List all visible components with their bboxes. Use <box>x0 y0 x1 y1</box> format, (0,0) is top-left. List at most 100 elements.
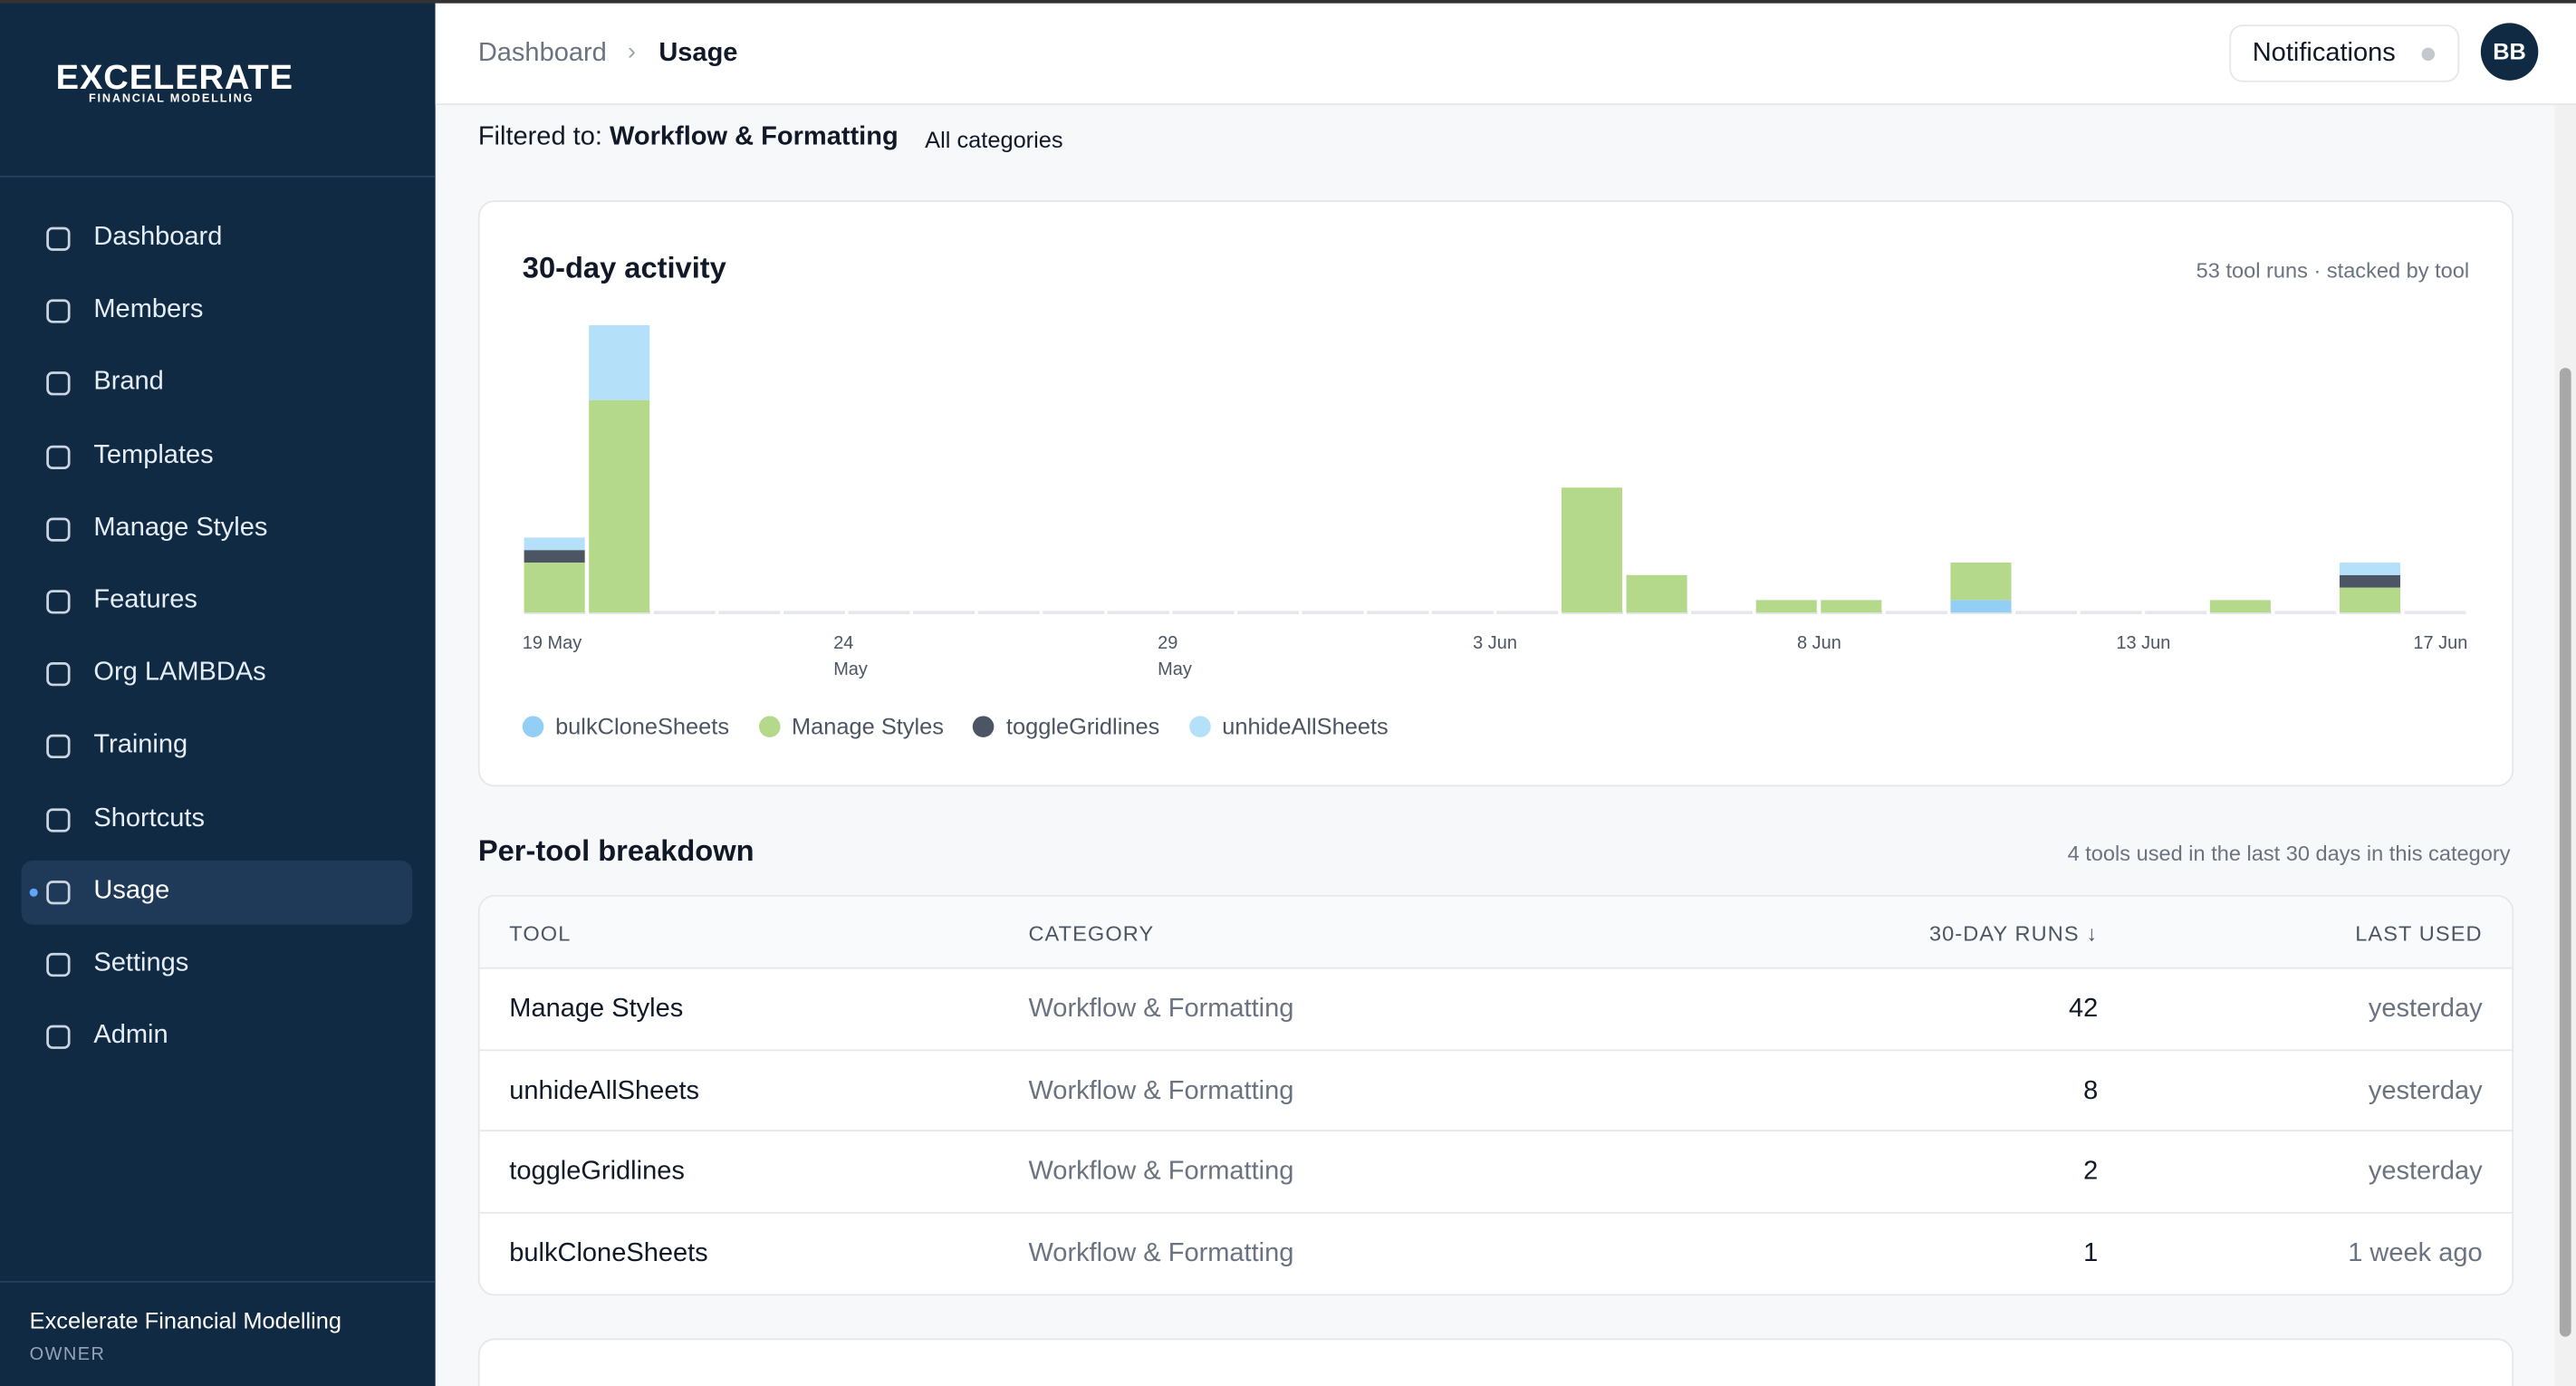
table-row: unhideAllSheets Workflow & Formatting 8 yes… <box>479 1048 2513 1131</box>
table-cell: yesterday <box>2368 1158 2483 1187</box>
column-header[interactable]: 30-DAY RUNS ↓ <box>1928 920 2099 947</box>
legend-item: Manage Styles <box>758 713 944 739</box>
icon-shape <box>46 880 71 905</box>
bar-segment <box>589 324 650 400</box>
nav-item[interactable]: Usage <box>21 860 413 925</box>
table-title: Per-tool breakdown <box>477 833 755 868</box>
table-cell: 1 <box>2083 1239 2099 1268</box>
nav-icon <box>46 662 71 687</box>
filter-label: Filtered to: <box>477 122 602 151</box>
nav-icon <box>46 952 71 977</box>
nav-icon <box>46 517 71 542</box>
nav-item[interactable]: Training <box>22 715 413 779</box>
nav-item[interactable]: Templates <box>22 425 413 489</box>
chart-subtitle: 53 tool runs · stacked by tool <box>2196 257 2470 283</box>
nav-icon <box>46 807 71 832</box>
nav-item[interactable]: Members <box>22 280 413 344</box>
legend-label: toggleGridlines <box>1005 712 1160 739</box>
nav-icon <box>46 1025 71 1050</box>
nav-icon <box>46 880 71 905</box>
nav-label: Training <box>93 731 188 760</box>
icon-shape <box>46 662 71 687</box>
bar-segment <box>524 537 585 551</box>
all-categories-link[interactable]: All categories <box>925 126 1063 153</box>
legend-item: bulkCloneSheets <box>522 712 730 739</box>
nav-icon <box>46 735 71 759</box>
table-row: bulkCloneSheets Workflow & Formatting 1 1 w… <box>479 1212 2513 1294</box>
icon-shape <box>46 226 71 251</box>
nav-label: Org LAMBDAs <box>93 659 266 688</box>
nav-item[interactable]: Admin <box>22 1006 413 1070</box>
nav-label: Dashboard <box>93 223 223 252</box>
table-header <box>479 896 2513 967</box>
nav-icon <box>46 590 71 614</box>
nav-icon <box>46 299 71 324</box>
icon-shape <box>46 807 71 832</box>
table: TOOL CATEGORY 30-DAY RUNS ↓ LAST USED Manage… <box>477 894 2514 1296</box>
nav-item[interactable]: Shortcuts <box>22 787 413 852</box>
icon-shape <box>46 590 71 614</box>
table-subtitle: 4 tools used in the last 30 days in this… <box>2067 841 2511 866</box>
scrollbar-thumb[interactable] <box>2559 368 2571 1337</box>
table-row: toggleGridlines Workflow & Formatting 2 yes… <box>479 1130 2513 1213</box>
scrollbar[interactable] <box>2554 105 2576 1386</box>
bar-segment <box>1821 600 1882 613</box>
icon-shape <box>46 299 71 324</box>
divider <box>0 175 436 178</box>
notifications-button[interactable]: Notifications <box>2229 24 2460 82</box>
bar-segment <box>1755 600 1817 613</box>
breadcrumb-current: Usage <box>658 39 738 68</box>
table-cell: yesterday <box>2368 1076 2483 1105</box>
avatar[interactable]: BB <box>2480 23 2539 81</box>
nav-item[interactable]: Features <box>22 570 413 634</box>
table-cell: bulkCloneSheets <box>509 1239 708 1268</box>
legend: bulkCloneSheets Manage Styles toggleGridli… <box>522 712 1418 739</box>
icon-shape <box>46 952 71 977</box>
chart-card: 30-day activity 53 tool runs · stacked b… <box>477 200 2514 787</box>
table-cell: 2 <box>2083 1158 2099 1187</box>
status-dot <box>2421 47 2436 62</box>
org-name: Excelerate Financial Modelling <box>29 1306 342 1333</box>
logo-subtitle: FINANCIAL MODELLING <box>88 93 255 106</box>
x-tick-label: 29 May <box>1158 633 1192 680</box>
table-cell: toggleGridlines <box>509 1158 685 1187</box>
table-cell: unhideAllSheets <box>509 1076 700 1105</box>
active-dot <box>29 888 38 897</box>
logo: EXCELERATE <box>55 59 294 97</box>
nav-icon <box>46 444 71 469</box>
top-border <box>0 0 2576 4</box>
bar-segment <box>2339 563 2401 575</box>
icon-shape <box>46 1025 71 1050</box>
nav-icon <box>46 226 71 251</box>
bar-segment <box>524 563 585 613</box>
nav-label: Usage <box>93 876 170 905</box>
nav-item[interactable]: Manage Styles <box>22 497 413 562</box>
table-cell: 42 <box>2068 995 2099 1024</box>
legend-swatch <box>1188 716 1211 737</box>
table-row: Manage Styles Workflow & Formatting 42 yest… <box>479 967 2513 1050</box>
bar-segment <box>2339 574 2401 588</box>
bar-segment <box>1950 600 2012 613</box>
nav-item[interactable]: Dashboard <box>22 207 413 271</box>
x-tick-label: 3 Jun <box>1473 633 1517 654</box>
x-tick-label: 13 Jun <box>2116 633 2171 654</box>
bar-segment <box>524 550 585 563</box>
nav-label: Members <box>93 295 204 324</box>
header: Dashboard › Usage Notifications BB <box>435 0 2576 106</box>
table-cell: Workflow & Formatting <box>1028 995 1294 1024</box>
x-tick-label: 19 May <box>522 633 582 654</box>
nav-item[interactable]: Settings <box>22 933 413 997</box>
legend-label: bulkCloneSheets <box>555 712 730 739</box>
legend-item: unhideAllSheets <box>1188 713 1389 739</box>
nav-item[interactable]: Brand <box>22 352 413 417</box>
bar-segment <box>1561 487 1623 613</box>
nav-label: Brand <box>93 368 164 397</box>
chart-title: 30-day activity <box>522 251 726 284</box>
icon-shape <box>46 517 71 542</box>
table-cell: Workflow & Formatting <box>1028 1076 1294 1105</box>
breadcrumb-link[interactable]: Dashboard <box>477 39 607 68</box>
nav-item[interactable]: Org LAMBDAs <box>22 642 413 707</box>
notifications-label: Notifications <box>2252 39 2396 68</box>
